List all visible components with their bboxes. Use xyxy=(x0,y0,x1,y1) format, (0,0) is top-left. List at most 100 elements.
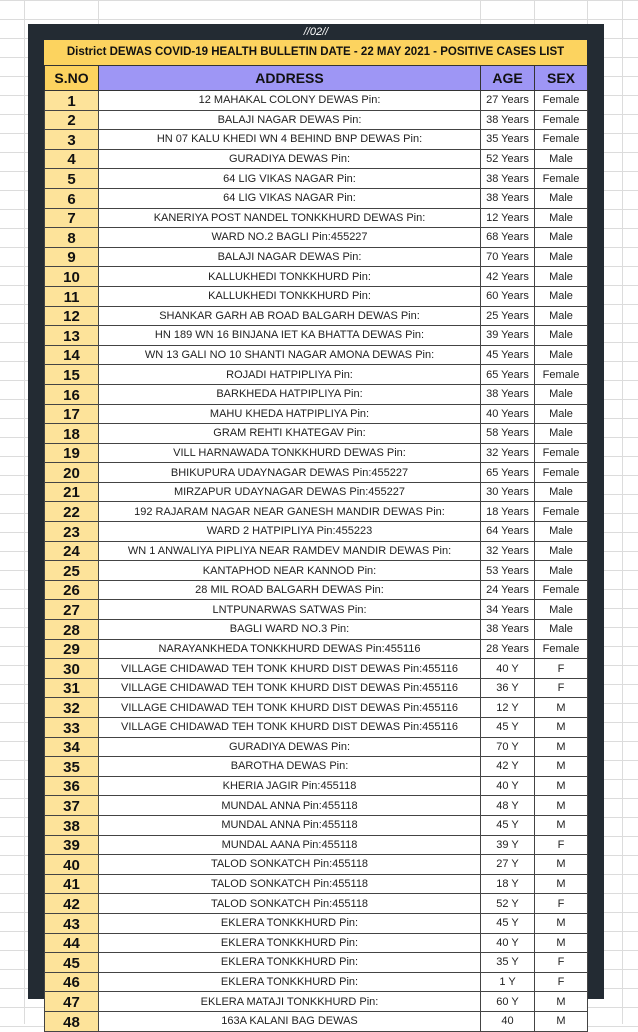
table-row: 9 BALAJI NAGAR DEWAS Pin: 70 Years Male xyxy=(44,246,588,268)
sex-cell: Male xyxy=(534,227,588,248)
age-cell: 1 Y xyxy=(480,971,535,993)
address-cell: BALAJI NAGAR DEWAS Pin: xyxy=(98,109,481,131)
age-cell: 52 Y xyxy=(480,893,535,914)
sex-cell: Female xyxy=(534,462,588,483)
age-cell: 53 Years xyxy=(480,560,535,581)
table-row: 20 BHIKUPURA UDAYNAGAR DEWAS Pin:455227 65… xyxy=(44,462,588,483)
address-cell: KHERIA JAGIR Pin:455118 xyxy=(98,775,481,797)
table-row: 28 BAGLI WARD NO.3 Pin: 38 Years Male xyxy=(44,619,588,640)
address-cell: EKLERA TONKKHURD Pin: xyxy=(98,952,481,973)
sex-cell: Male xyxy=(534,187,588,209)
sex-cell: Female xyxy=(534,579,588,601)
age-cell: 68 Years xyxy=(480,227,535,248)
table-row: 14 WN 13 GALI NO 10 SHANTI NAGAR AMONA DE… xyxy=(44,344,588,366)
address-cell: TALOD SONKATCH Pin:455118 xyxy=(98,854,481,875)
age-cell: 38 Years xyxy=(480,619,535,640)
age-cell: 40 Y xyxy=(480,932,535,954)
sno-cell: 45 xyxy=(44,952,99,973)
table-row: 8 WARD NO.2 BAGLI Pin:455227 68 Years Male xyxy=(44,227,588,248)
sex-cell: Female xyxy=(534,90,588,111)
address-cell: MIRZAPUR UDAYNAGAR DEWAS Pin:455227 xyxy=(98,481,481,503)
sex-cell: M xyxy=(534,795,588,816)
sno-cell: 29 xyxy=(44,638,99,660)
address-cell: KANERIYA POST NANDEL TONKKHURD DEWAS Pin… xyxy=(98,207,481,229)
age-cell: 40 xyxy=(480,1010,535,1032)
table-row: 10 KALLUKHEDI TONKKHURD Pin: 42 Years Male xyxy=(44,266,588,287)
age-cell: 27 Years xyxy=(480,90,535,111)
sno-cell: 35 xyxy=(44,756,99,777)
age-cell: 60 Y xyxy=(480,991,535,1012)
sno-cell: 5 xyxy=(44,168,99,189)
table-row: 29 NARAYANKHEDA TONKKHURD DEWAS Pin:45511… xyxy=(44,638,588,660)
sno-cell: 2 xyxy=(44,109,99,131)
sex-cell: Female xyxy=(534,129,588,150)
table-row: 5 64 LIG VIKAS NAGAR Pin: 38 Years Female xyxy=(44,168,588,189)
sex-cell: Male xyxy=(534,481,588,503)
column-header-address: ADDRESS xyxy=(98,65,481,91)
sex-cell: M xyxy=(534,775,588,797)
age-cell: 35 Y xyxy=(480,952,535,973)
sno-cell: 27 xyxy=(44,599,99,621)
sex-cell: Male xyxy=(534,599,588,621)
age-cell: 42 Years xyxy=(480,266,535,287)
table-row: 13 HN 189 WN 16 BINJANA IET KA BHATTA DEW… xyxy=(44,325,588,346)
sno-cell: 19 xyxy=(44,442,99,464)
table-row: 19 VILL HARNAWADA TONKKHURD DEWAS Pin: 32 … xyxy=(44,442,588,464)
header-row: S.NO ADDRESS AGE SEX xyxy=(44,65,588,91)
sex-cell: M xyxy=(534,912,588,934)
sno-cell: 17 xyxy=(44,403,99,425)
address-cell: WARD 2 HATPIPLIYA Pin:455223 xyxy=(98,521,481,542)
age-cell: 27 Y xyxy=(480,854,535,875)
sno-cell: 12 xyxy=(44,305,99,327)
age-cell: 45 Years xyxy=(480,344,535,366)
sno-cell: 23 xyxy=(44,521,99,542)
age-cell: 52 Years xyxy=(480,148,535,170)
age-cell: 24 Years xyxy=(480,579,535,601)
sex-cell: Female xyxy=(534,638,588,660)
table-row: 16 BARKHEDA HATPIPLIYA Pin: 38 Years Male xyxy=(44,383,588,405)
sex-cell: Male xyxy=(534,305,588,327)
sno-cell: 15 xyxy=(44,364,99,385)
sex-cell: Male xyxy=(534,521,588,542)
sex-cell: M xyxy=(534,736,588,758)
age-cell: 38 Years xyxy=(480,168,535,189)
address-cell: VILL HARNAWADA TONKKHURD DEWAS Pin: xyxy=(98,442,481,464)
address-cell: SHANKAR GARH AB ROAD BALGARH DEWAS Pin: xyxy=(98,305,481,327)
address-cell: EKLERA TONKKHURD Pin: xyxy=(98,932,481,954)
address-cell: NARAYANKHEDA TONKKHURD DEWAS Pin:455116 xyxy=(98,638,481,660)
sex-cell: M xyxy=(534,697,588,718)
sno-cell: 48 xyxy=(44,1010,99,1032)
address-cell: GURADIYA DEWAS Pin: xyxy=(98,736,481,758)
sex-cell: Male xyxy=(534,619,588,640)
table-row: 12 SHANKAR GARH AB ROAD BALGARH DEWAS Pin… xyxy=(44,305,588,327)
table-row: 24 WN 1 ANWALIYA PIPLIYA NEAR RAMDEV MAND… xyxy=(44,540,588,562)
sno-cell: 39 xyxy=(44,834,99,856)
table-row: 31 VILLAGE CHIDAWAD TEH TONK KHURD DIST D… xyxy=(44,677,588,699)
sex-cell: Male xyxy=(534,148,588,170)
table-row: 30 VILLAGE CHIDAWAD TEH TONK KHURD DIST D… xyxy=(44,658,588,679)
table-row: 7 KANERIYA POST NANDEL TONKKHURD DEWAS Pi… xyxy=(44,207,588,229)
address-cell: MUNDAL ANNA Pin:455118 xyxy=(98,795,481,816)
address-cell: MUNDAL AANA Pin:455118 xyxy=(98,834,481,856)
age-cell: 32 Years xyxy=(480,442,535,464)
address-cell: 64 LIG VIKAS NAGAR Pin: xyxy=(98,168,481,189)
document-frame: //02// District DEWAS COVID-19 HEALTH BU… xyxy=(28,24,604,1032)
sno-cell: 38 xyxy=(44,814,99,836)
table-row: 4 GURADIYA DEWAS Pin: 52 Years Male xyxy=(44,148,588,170)
sex-cell: Female xyxy=(534,442,588,464)
address-cell: WN 13 GALI NO 10 SHANTI NAGAR AMONA DEWA… xyxy=(98,344,481,366)
table-row: 23 WARD 2 HATPIPLIYA Pin:455223 64 Years Ma… xyxy=(44,521,588,542)
address-cell: BHIKUPURA UDAYNAGAR DEWAS Pin:455227 xyxy=(98,462,481,483)
age-cell: 12 Y xyxy=(480,697,535,718)
address-cell: VILLAGE CHIDAWAD TEH TONK KHURD DIST DEW… xyxy=(98,697,481,718)
table-row: 6 64 LIG VIKAS NAGAR Pin: 38 Years Male xyxy=(44,187,588,209)
age-cell: 45 Y xyxy=(480,912,535,934)
table-row: 17 MAHU KHEDA HATPIPLIYA Pin: 40 Years Male xyxy=(44,403,588,425)
sno-cell: 36 xyxy=(44,775,99,797)
sex-cell: M xyxy=(534,991,588,1012)
sno-cell: 30 xyxy=(44,658,99,679)
address-cell: VILLAGE CHIDAWAD TEH TONK KHURD DIST DEW… xyxy=(98,658,481,679)
